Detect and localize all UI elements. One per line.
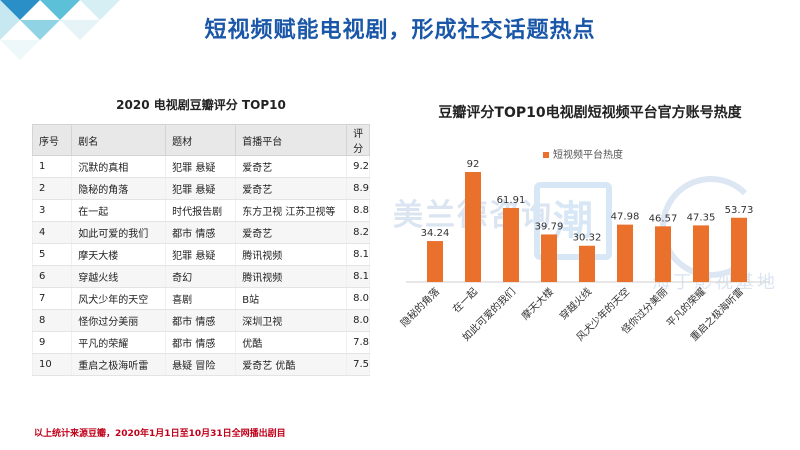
genre-cell: 犯罪 悬疑 [165, 243, 237, 266]
platform-cell: 爱奇艺 优酷 [235, 353, 348, 376]
platform-cell: B站 [235, 287, 348, 310]
header-platform: 首播平台 [235, 124, 348, 156]
rank-cell: 8 [31, 309, 73, 332]
score-cell: 8.1 [346, 243, 370, 266]
rank-cell: 2 [31, 177, 73, 200]
table-row: 9 平凡的荣耀 都市 情感 优酷 7.8 [31, 331, 370, 354]
score-cell: 7.8 [346, 331, 370, 354]
genre-cell: 奇幻 [165, 265, 237, 288]
chart-title: 豆瓣评分TOP10电视剧短视频平台官方账号热度 [438, 105, 742, 121]
platform-cell: 深圳卫视 [235, 309, 348, 332]
table-row: 8 怪你过分美丽 都市 情感 深圳卫视 8.0 [31, 309, 370, 332]
bar-value-label: 46.57 [649, 213, 678, 224]
platform-cell: 腾讯视频 [235, 265, 348, 288]
score-cell: 9.2 [346, 155, 370, 178]
bar-value-label: 92 [467, 159, 480, 170]
rank-cell: 3 [31, 199, 73, 222]
header-title: 剧名 [71, 124, 167, 156]
rank-cell: 9 [31, 331, 73, 354]
title-cell: 在一起 [71, 199, 167, 222]
genre-cell: 犯罪 悬疑 [165, 177, 237, 200]
bar-value-label: 30.32 [573, 233, 602, 244]
douban-rank-table: 序号 剧名 题材 首播平台 评分 1 沉默的真相 犯罪 悬疑 爱奇艺 9.2 2 隐秘的角落… [31, 124, 370, 376]
bar-value-label: 47.98 [611, 212, 640, 223]
title-cell: 风犬少年的天空 [71, 287, 167, 310]
category-label: 隐秘的角落 [398, 285, 443, 330]
genre-cell: 都市 情感 [165, 331, 237, 354]
title-cell: 平凡的荣耀 [71, 331, 167, 354]
table-row: 4 如此可爱的我们 都市 情感 爱奇艺 8.2 [31, 221, 370, 244]
heat-bar-chart: 34.24隐秘的角落92在一起61.91如此可爱的我们39.79摩天大楼30.3… [398, 159, 770, 344]
score-cell: 8.2 [346, 221, 370, 244]
score-cell: 8.0 [346, 287, 370, 310]
platform-cell: 爱奇艺 [235, 155, 348, 178]
category-label: 穿越火线 [557, 285, 594, 322]
score-cell: 8.1 [346, 265, 370, 288]
table-row: 6 穿越火线 奇幻 腾讯视频 8.1 [31, 265, 370, 288]
bar-5 [579, 245, 595, 282]
title-cell: 隐秘的角落 [71, 177, 167, 200]
rank-cell: 4 [31, 221, 73, 244]
bar-7 [655, 226, 671, 282]
score-cell: 7.5 [346, 353, 370, 376]
legend-swatch [543, 152, 549, 158]
header-score: 评分 [346, 124, 370, 156]
bar-1 [427, 241, 443, 282]
rank-cell: 7 [31, 287, 73, 310]
rank-cell: 10 [31, 353, 73, 376]
table-title: 2020 电视剧豆瓣评分 TOP10 [116, 98, 286, 112]
header-rank: 序号 [31, 124, 73, 156]
platform-cell: 爱奇艺 [235, 221, 348, 244]
bar-value-label: 53.73 [725, 205, 754, 216]
legend-label: 短视频平台热度 [553, 150, 623, 161]
table-row: 2 隐秘的角落 犯罪 悬疑 爱奇艺 8.9 [31, 177, 370, 200]
title-cell: 穿越火线 [71, 265, 167, 288]
category-label: 摩天大楼 [519, 285, 556, 322]
score-cell: 8.8 [346, 199, 370, 222]
table-row: 5 摩天大楼 犯罪 悬疑 腾讯视频 8.1 [31, 243, 370, 266]
header-genre: 题材 [165, 124, 237, 156]
title-cell: 怪你过分美丽 [71, 309, 167, 332]
page-title: 短视频赋能电视剧，形成社交话题热点 [204, 18, 596, 43]
table-row: 3 在一起 时代报告剧 东方卫视 江苏卫视等 8.8 [31, 199, 370, 222]
bar-8 [693, 225, 709, 282]
genre-cell: 都市 情感 [165, 221, 237, 244]
score-cell: 8.0 [346, 309, 370, 332]
genre-cell: 悬疑 冒险 [165, 353, 237, 376]
bar-6 [617, 224, 633, 282]
table-row: 7 风犬少年的天空 喜剧 B站 8.0 [31, 287, 370, 310]
table-row: 10 重启之极海听雷 悬疑 冒险 爱奇艺 优酷 7.5 [31, 353, 370, 376]
title-cell: 摩天大楼 [71, 243, 167, 266]
score-cell: 8.9 [346, 177, 370, 200]
chart-legend: 短视频平台热度 [543, 146, 623, 161]
bar-value-label: 61.91 [497, 195, 526, 206]
platform-cell: 优酷 [235, 331, 348, 354]
rank-cell: 6 [31, 265, 73, 288]
corner-triangle-pattern [0, 0, 120, 60]
platform-cell: 腾讯视频 [235, 243, 348, 266]
bar-9 [731, 217, 747, 282]
genre-cell: 都市 情感 [165, 309, 237, 332]
table-header-row: 序号 剧名 题材 首播平台 评分 [31, 124, 370, 156]
bar-4 [541, 234, 557, 282]
bar-value-label: 47.35 [687, 212, 716, 223]
platform-cell: 东方卫视 江苏卫视等 [235, 199, 348, 222]
bar-value-label: 34.24 [421, 228, 450, 239]
genre-cell: 喜剧 [165, 287, 237, 310]
table-row: 1 沉默的真相 犯罪 悬疑 爱奇艺 9.2 [31, 155, 370, 178]
title-cell: 如此可爱的我们 [71, 221, 167, 244]
title-cell: 沉默的真相 [71, 155, 167, 178]
source-footnote: 以上统计来源豆瓣，2020年1月1日至10月31日全网播出剧目 [34, 429, 286, 439]
platform-cell: 爱奇艺 [235, 177, 348, 200]
rank-cell: 1 [31, 155, 73, 178]
rank-cell: 5 [31, 243, 73, 266]
bar-2 [465, 172, 481, 282]
category-label: 在一起 [450, 286, 480, 316]
genre-cell: 犯罪 悬疑 [165, 155, 237, 178]
bar-3 [503, 207, 519, 282]
genre-cell: 时代报告剧 [165, 199, 237, 222]
title-cell: 重启之极海听雷 [71, 353, 167, 376]
bar-value-label: 39.79 [535, 221, 564, 232]
